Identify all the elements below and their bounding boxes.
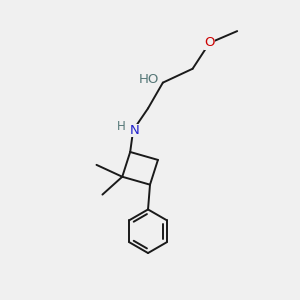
Text: H: H — [117, 120, 126, 133]
Text: N: N — [129, 124, 139, 137]
Text: HO: HO — [139, 73, 159, 86]
Text: O: O — [204, 37, 215, 50]
